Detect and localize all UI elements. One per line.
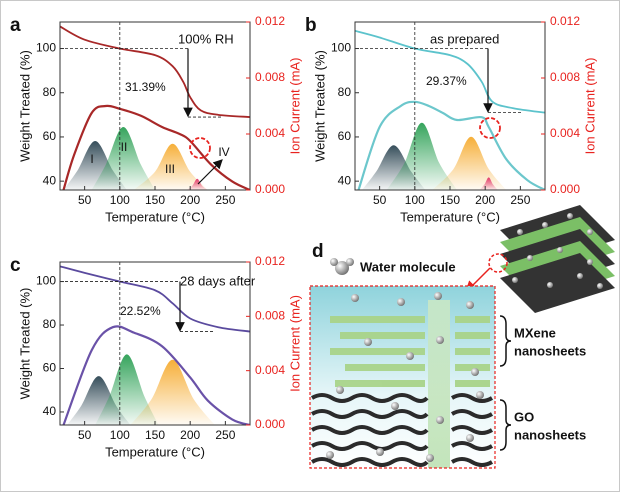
channel xyxy=(428,300,450,468)
y2-tick-label: 0.004 xyxy=(255,126,285,140)
x-tick-label: 200 xyxy=(180,428,200,442)
x-tick-label: 250 xyxy=(215,193,235,207)
panel-label: b xyxy=(305,15,317,36)
annotation: 28 days after xyxy=(180,273,256,288)
x-tick-label: 50 xyxy=(78,193,92,207)
annotation: as prepared xyxy=(430,31,499,46)
y-tick-label: 80 xyxy=(338,85,352,99)
y2-tick-label: 0.004 xyxy=(255,363,285,377)
x-tick-label: 100 xyxy=(110,428,130,442)
brace xyxy=(499,399,512,451)
y2-axis-title: Ion Current (mA) xyxy=(582,58,597,155)
highlight-circle xyxy=(479,117,501,139)
peak-area xyxy=(186,178,208,190)
annotation: 29.37% xyxy=(426,74,467,88)
x-tick-label: 50 xyxy=(78,428,92,442)
brace xyxy=(499,315,512,367)
y2-axis-title: Ion Current (mA) xyxy=(287,295,302,392)
y2-tick-label: 0.012 xyxy=(255,14,285,28)
label: GO xyxy=(514,409,534,424)
x-tick-label: 50 xyxy=(373,193,387,207)
annotation: 22.52% xyxy=(120,304,161,318)
y-tick-label: 60 xyxy=(43,361,57,375)
ion-current-line xyxy=(357,100,545,190)
x-tick-label: 150 xyxy=(145,193,165,207)
peak-area xyxy=(130,359,215,425)
x-tick-label: 150 xyxy=(440,193,460,207)
y2-tick-label: 0.012 xyxy=(255,254,285,268)
x-tick-label: 100 xyxy=(405,193,425,207)
water-icon xyxy=(330,258,354,275)
peak-area xyxy=(91,127,155,190)
weight-line xyxy=(60,265,250,333)
chart: 50 100 150 200 250 40 60 80 100 0.000 0.004 0.008 0.… xyxy=(10,14,302,224)
y-axis-title: Weight Treated (%) xyxy=(312,50,327,162)
x-tick-label: 200 xyxy=(180,193,200,207)
x-tick-label: 150 xyxy=(145,428,165,442)
mxene-sheets xyxy=(330,316,490,387)
peak-area xyxy=(133,143,208,190)
y2-tick-label: 0.008 xyxy=(550,70,580,84)
label: MXene xyxy=(514,325,556,340)
y-tick-label: 80 xyxy=(43,85,57,99)
water-molecules xyxy=(326,292,484,462)
x-axis-title: Temperature (°C) xyxy=(105,444,205,459)
y2-tick-label: 0.000 xyxy=(255,417,285,431)
y2-tick-label: 0.012 xyxy=(550,14,580,28)
y-tick-label: 100 xyxy=(36,41,56,55)
y-tick-label: 40 xyxy=(43,173,57,187)
panel-label: d xyxy=(312,241,324,262)
label: nanosheets xyxy=(514,343,586,358)
go-sheets xyxy=(310,393,494,467)
annotation: I xyxy=(90,152,93,166)
x-tick-label: 250 xyxy=(510,193,530,207)
y-tick-label: 40 xyxy=(338,173,352,187)
highlight-circle xyxy=(189,137,211,159)
x-axis-title: Temperature (°C) xyxy=(105,209,205,224)
peak-area xyxy=(479,177,498,190)
ion-current-line xyxy=(62,325,250,425)
y2-tick-label: 0.008 xyxy=(255,309,285,323)
y-tick-label: 100 xyxy=(36,274,56,288)
x-tick-label: 100 xyxy=(110,193,130,207)
legend-text: Water molecule xyxy=(360,259,456,274)
x-axis-title: Temperature (°C) xyxy=(400,209,500,224)
x-tick-label: 200 xyxy=(475,193,495,207)
panel-label: a xyxy=(10,15,21,36)
weight-line xyxy=(60,25,250,118)
y-axis-title: Weight Treated (%) xyxy=(17,50,32,162)
y2-tick-label: 0.000 xyxy=(255,182,285,196)
zoom-box xyxy=(309,285,496,469)
annotation: II xyxy=(121,140,128,154)
y-tick-label: 40 xyxy=(43,404,57,418)
weight-line xyxy=(355,29,545,114)
y-tick-label: 60 xyxy=(43,129,57,143)
y2-tick-label: 0.008 xyxy=(255,70,285,84)
y2-axis-title: Ion Current (mA) xyxy=(287,58,302,155)
annotation: III xyxy=(165,162,175,176)
y2-tick-label: 0.004 xyxy=(550,126,580,140)
sheet-stack xyxy=(500,205,615,313)
peak-area xyxy=(432,136,507,190)
y-tick-label: 60 xyxy=(338,129,352,143)
label: nanosheets xyxy=(514,427,586,442)
diagram: d Water molecule xyxy=(309,205,615,469)
annotation: 100% RH xyxy=(178,31,234,46)
arrow xyxy=(197,159,223,185)
annotation: 31.39% xyxy=(125,80,166,94)
annotation: IV xyxy=(218,145,229,159)
y-tick-label: 80 xyxy=(43,317,57,331)
peak-area xyxy=(386,122,458,190)
zoom-circle xyxy=(488,253,508,273)
y-tick-label: 100 xyxy=(331,41,351,55)
x-tick-label: 250 xyxy=(215,428,235,442)
y-axis-title: Weight Treated (%) xyxy=(17,288,32,400)
chart: 50 100 150 200 250 40 60 80 100 0.000 0.004 0.008 0.… xyxy=(10,254,302,459)
chart: 50 100 150 200 250 40 60 80 100 0.000 0.004 0.008 0.… xyxy=(305,14,597,224)
y2-tick-label: 0.000 xyxy=(550,182,580,196)
peak-area xyxy=(95,354,159,425)
panel-label: c xyxy=(10,255,21,276)
